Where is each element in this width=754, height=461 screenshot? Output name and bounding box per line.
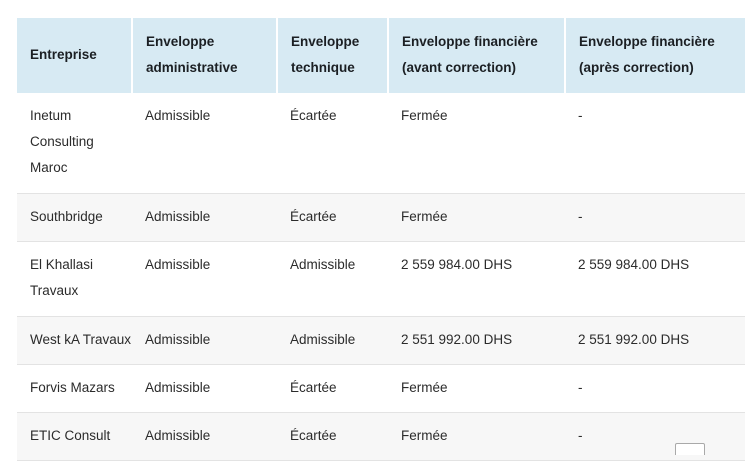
cell-enveloppe-financiere-avant-value: Fermée <box>401 379 448 395</box>
table-body: Inetum Consulting Maroc Admissible Écart… <box>17 92 745 461</box>
cell-enveloppe-financiere-apres-value: 2 551 992.00 DHS <box>578 331 690 347</box>
cell-enveloppe-administrative-value: Admissible <box>145 379 211 395</box>
cell-enveloppe-financiere-avant-value: Fermée <box>401 107 448 123</box>
cell-enveloppe-financiere-avant: 2 551 992.00 DHS <box>388 316 565 365</box>
cell-enveloppe-technique-value: Écartée <box>290 379 337 395</box>
cell-entreprise-line-2: Consulting <box>30 133 94 149</box>
table-header-row: Entreprise Enveloppe administrative Enve… <box>17 18 745 93</box>
cell-enveloppe-financiere-apres: - <box>565 412 745 461</box>
cell-enveloppe-financiere-avant-value: Fermée <box>401 428 448 444</box>
column-header-enveloppe-administrative-line-2: administrative <box>146 60 238 76</box>
cell-enveloppe-technique-value: Admissible <box>290 331 356 347</box>
cell-enveloppe-financiere-avant-value: 2 559 984.00 DHS <box>401 256 513 272</box>
cell-enveloppe-financiere-apres: - <box>565 92 745 194</box>
cell-enveloppe-financiere-avant-value: 2 551 992.00 DHS <box>401 331 513 347</box>
column-header-enveloppe-financiere-apres-line-1: Enveloppe financière <box>579 34 715 49</box>
cell-enveloppe-financiere-apres-value: - <box>578 107 583 123</box>
column-header-entreprise[interactable]: Entreprise <box>17 18 133 93</box>
cell-enveloppe-administrative-value: Admissible <box>145 208 211 224</box>
cell-enveloppe-financiere-apres-value: - <box>578 379 583 395</box>
cell-enveloppe-technique: Écartée <box>277 193 388 242</box>
column-header-enveloppe-technique-line-1: Enveloppe <box>291 34 360 49</box>
cell-enveloppe-financiere-avant: 2 559 984.00 DHS <box>388 241 565 317</box>
cell-enveloppe-technique: Écartée <box>277 412 388 461</box>
column-header-enveloppe-financiere-apres[interactable]: Enveloppe financière (après correction) <box>565 18 745 93</box>
cell-enveloppe-administrative-value: Admissible <box>145 256 211 272</box>
cell-enveloppe-technique: Admissible <box>277 241 388 317</box>
cell-entreprise: West kA Travaux <box>17 316 132 365</box>
cell-enveloppe-financiere-avant: Fermée <box>388 92 565 194</box>
cell-enveloppe-financiere-apres-value: 2 559 984.00 DHS <box>578 256 690 272</box>
cell-enveloppe-administrative-value: Admissible <box>145 331 211 347</box>
cell-entreprise-line-1: Forvis Mazars <box>30 379 115 395</box>
cell-enveloppe-administrative: Admissible <box>132 92 277 194</box>
cell-enveloppe-administrative-value: Admissible <box>145 107 211 123</box>
cell-enveloppe-financiere-avant: Fermée <box>388 364 565 414</box>
cell-entreprise: Forvis Mazars <box>17 364 132 414</box>
column-header-enveloppe-administrative-line-1: Enveloppe <box>146 34 215 49</box>
cell-enveloppe-administrative: Admissible <box>132 193 277 242</box>
cell-entreprise-line-1: Inetum <box>30 107 72 123</box>
cell-enveloppe-technique: Écartée <box>277 92 388 194</box>
cell-enveloppe-technique: Admissible <box>277 316 388 365</box>
cell-enveloppe-financiere-apres: - <box>565 364 745 414</box>
cell-entreprise-line-1: El Khallasi <box>30 256 94 272</box>
cell-enveloppe-technique-value: Écartée <box>290 428 337 444</box>
cell-enveloppe-financiere-avant: Fermée <box>388 412 565 461</box>
cell-enveloppe-administrative: Admissible <box>132 241 277 317</box>
cell-enveloppe-administrative: Admissible <box>132 364 277 414</box>
table-row[interactable]: El Khallasi Travaux Admissible Admissibl… <box>17 241 745 317</box>
cell-enveloppe-technique-value: Écartée <box>290 107 337 123</box>
column-header-enveloppe-administrative[interactable]: Enveloppe administrative <box>132 18 278 93</box>
pagination <box>17 443 745 455</box>
cell-entreprise-line-1: ETIC Consult <box>30 428 111 444</box>
results-table-container: Entreprise Enveloppe administrative Enve… <box>17 18 745 461</box>
cell-enveloppe-financiere-apres-value: - <box>578 428 583 444</box>
cell-enveloppe-technique-value: Admissible <box>290 256 356 272</box>
cell-entreprise-line-1: West kA Travaux <box>30 331 132 347</box>
cell-entreprise-line-2: Travaux <box>30 283 79 299</box>
cell-entreprise: El Khallasi Travaux <box>17 241 132 317</box>
cell-enveloppe-financiere-apres: - <box>565 193 745 242</box>
cell-enveloppe-technique-value: Écartée <box>290 208 337 224</box>
table-row[interactable]: Inetum Consulting Maroc Admissible Écart… <box>17 92 745 194</box>
column-header-enveloppe-financiere-avant-line-2: (avant correction) <box>402 60 517 76</box>
column-header-enveloppe-financiere-apres-line-2: (après correction) <box>579 60 694 76</box>
table-row[interactable]: Southbridge Admissible Écartée Fermée - <box>17 193 745 242</box>
cell-enveloppe-technique: Écartée <box>277 364 388 414</box>
cell-entreprise: Inetum Consulting Maroc <box>17 92 132 194</box>
cell-enveloppe-financiere-apres: 2 559 984.00 DHS <box>565 241 745 317</box>
table-row[interactable]: West kA Travaux Admissible Admissible 2 … <box>17 316 745 365</box>
pagination-page-button[interactable] <box>675 443 705 455</box>
cell-entreprise: ETIC Consult <box>17 412 132 461</box>
cell-entreprise: Southbridge <box>17 193 132 242</box>
table-row[interactable]: ETIC Consult Admissible Écartée Fermée - <box>17 412 745 461</box>
column-header-enveloppe-technique[interactable]: Enveloppe technique <box>277 18 389 93</box>
cell-enveloppe-administrative: Admissible <box>132 316 277 365</box>
table-row[interactable]: Forvis Mazars Admissible Écartée Fermée … <box>17 364 745 414</box>
column-header-enveloppe-financiere-avant-line-1: Enveloppe financière <box>402 34 538 49</box>
table-header: Entreprise Enveloppe administrative Enve… <box>17 18 745 93</box>
results-table: Entreprise Enveloppe administrative Enve… <box>17 18 745 461</box>
cell-entreprise-line-3: Maroc <box>30 160 68 176</box>
column-header-entreprise-line-1: Entreprise <box>30 47 97 63</box>
cell-enveloppe-financiere-apres-value: - <box>578 208 583 224</box>
column-header-enveloppe-financiere-avant[interactable]: Enveloppe financière (avant correction) <box>388 18 566 93</box>
column-header-enveloppe-technique-line-2: technique <box>291 60 355 76</box>
cell-enveloppe-financiere-avant: Fermée <box>388 193 565 242</box>
cell-enveloppe-financiere-avant-value: Fermée <box>401 208 448 224</box>
cell-enveloppe-financiere-apres: 2 551 992.00 DHS <box>565 316 745 365</box>
cell-entreprise-line-1: Southbridge <box>30 208 103 224</box>
cell-enveloppe-administrative-value: Admissible <box>145 428 211 444</box>
